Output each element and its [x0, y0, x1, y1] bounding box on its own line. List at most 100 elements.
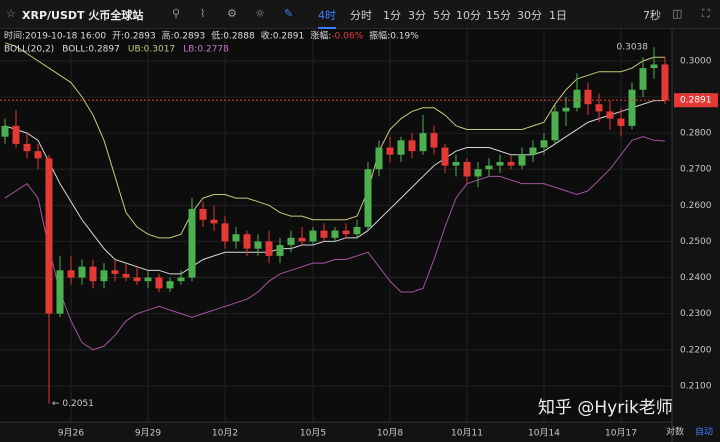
candle-body: [320, 230, 328, 238]
period[interactable]: 15分: [486, 9, 511, 22]
scale-button: 自动: [695, 426, 713, 438]
indicator-icon[interactable]: ⌇: [200, 7, 206, 20]
candle-body: [617, 118, 625, 126]
high-annotation: 0.3038: [617, 43, 649, 53]
indicator-text: UB:0.3017: [128, 45, 175, 55]
info-text: 振幅:0.19%: [369, 30, 419, 42]
last-price-label: 0.2891: [680, 96, 712, 106]
watermark: 知乎 @Hyrik老师: [538, 398, 673, 418]
period[interactable]: 分时: [350, 9, 372, 22]
candle-body: [188, 208, 196, 278]
candle-body: [342, 230, 350, 235]
period[interactable]: 1分: [383, 9, 401, 22]
period[interactable]: 5分: [433, 9, 451, 22]
y-tick-label: 0.2800: [680, 129, 712, 139]
x-tick-label: 10月5: [300, 428, 326, 439]
period[interactable]: 10分: [456, 9, 481, 22]
info-text: 开:0.2893: [112, 31, 156, 42]
search-icon[interactable]: ⚲: [172, 7, 181, 20]
candle-body: [199, 208, 207, 220]
candle-body: [155, 277, 163, 289]
candle-body: [419, 133, 427, 152]
candle-body: [386, 147, 394, 155]
candle-body: [111, 270, 119, 274]
x-tick-label: 10月11: [451, 428, 483, 439]
candle-body: [23, 143, 31, 152]
candle-body: [144, 277, 152, 282]
candle-body: [34, 151, 42, 159]
x-tick-label: 10月2: [212, 428, 238, 439]
candle-body: [232, 234, 240, 242]
candle-body: [650, 64, 658, 69]
candle-body: [584, 89, 592, 105]
candle-body: [595, 104, 603, 112]
candle-body: [353, 226, 361, 235]
camera-icon[interactable]: ◫: [672, 7, 683, 20]
candle-body: [100, 270, 108, 282]
candle-body: [430, 133, 438, 148]
candle-body: [639, 68, 647, 90]
period[interactable]: 3分: [408, 9, 426, 22]
candle-body: [452, 161, 460, 166]
period[interactable]: 30分: [517, 9, 542, 22]
indicator-text: BOLL:0.2897: [62, 45, 120, 55]
info-text: 高:0.2893: [162, 30, 206, 42]
info-text: -0.06%: [331, 32, 363, 42]
candle-body: [89, 266, 97, 282]
candle-body: [507, 161, 515, 166]
candle-body: [441, 147, 449, 166]
candle-body: [331, 230, 339, 238]
y-tick-label: 0.2500: [680, 237, 712, 247]
candle-body: [56, 270, 64, 314]
period[interactable]: 4时: [318, 7, 336, 29]
candle-body: [485, 165, 493, 170]
star-icon[interactable]: ☆: [6, 7, 16, 20]
candle-body: [573, 89, 581, 108]
indicator-text: LB:0.2778: [183, 45, 229, 55]
candle-body: [67, 270, 75, 278]
info-text: 涨幅:: [310, 30, 331, 42]
candle-body: [1, 125, 9, 137]
candle-body: [375, 147, 383, 170]
candle-body: [265, 241, 273, 256]
timer: 7秒: [643, 9, 661, 22]
candle-body: [397, 140, 405, 155]
candle-body: [276, 245, 284, 256]
y-tick-label: 0.3000: [680, 56, 712, 66]
x-tick-label: 10月8: [377, 428, 403, 439]
scale-button[interactable]: 对数: [666, 426, 684, 438]
candle-body: [408, 140, 416, 152]
settings-icon[interactable]: ⚙: [227, 7, 237, 20]
candle-body: [551, 111, 559, 141]
candle-body: [529, 147, 537, 155]
candle-body: [309, 230, 317, 242]
candle-body: [221, 223, 229, 242]
toolbar: ☆ XRP/USDT 火币全球站 ⚲ ⌇ ⚙ ☼ ✎ 4时 分时 1分 3分 5分 10分…: [0, 0, 720, 29]
symbol[interactable]: XRP/USDT 火币全球站: [22, 9, 144, 22]
candle-body: [606, 111, 614, 119]
candle-body: [287, 237, 295, 246]
y-tick-label: 0.2100: [680, 381, 712, 391]
candle-body: [78, 266, 86, 278]
candle-body: [177, 277, 185, 282]
indicator-text: BOLL(20,2): [4, 45, 54, 55]
band-line: [4, 136, 666, 351]
y-tick-label: 0.2600: [680, 201, 712, 211]
plot-bg: [0, 28, 672, 422]
low-annotation: ← 0.2051: [52, 399, 94, 409]
candle-body: [364, 169, 372, 227]
y-tick-label: 0.2700: [680, 165, 712, 175]
info-text: 时间:2019-10-18 16:00: [4, 30, 106, 42]
candle-body: [661, 64, 669, 101]
theme-icon[interactable]: ☼: [255, 7, 265, 20]
x-tick-label: 10月17: [605, 428, 637, 439]
candle-body: [628, 89, 636, 126]
draw-icon[interactable]: ✎: [284, 7, 294, 20]
candle-body: [254, 241, 262, 249]
candle-body: [243, 234, 251, 249]
fullscreen-icon[interactable]: ⛶: [702, 7, 710, 20]
period[interactable]: 1日: [549, 9, 567, 22]
candle-body: [518, 154, 526, 166]
